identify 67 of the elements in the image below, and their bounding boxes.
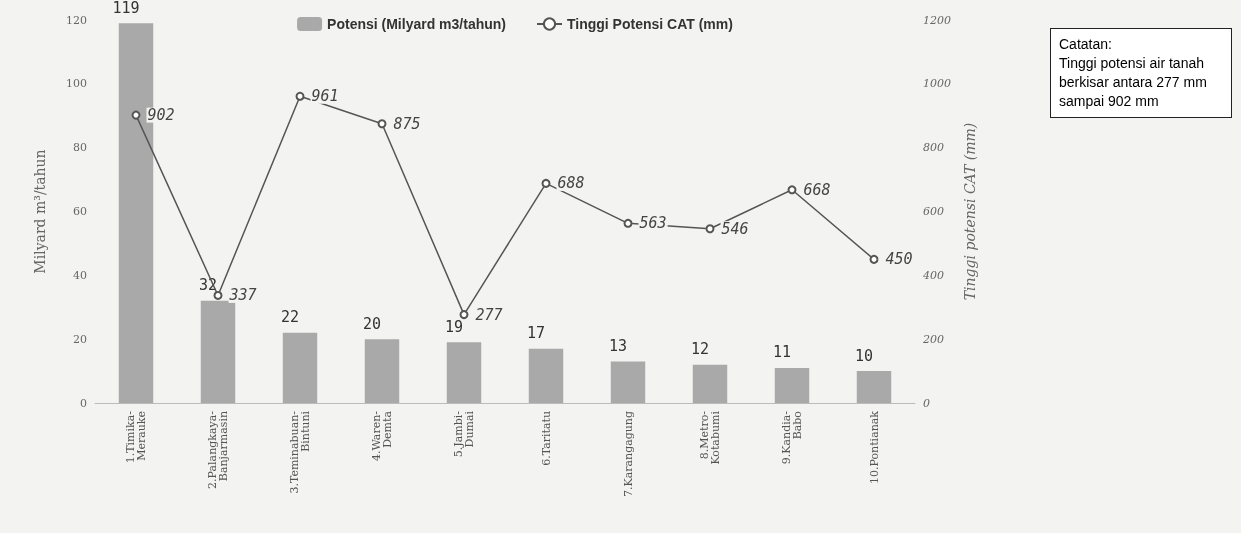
point xyxy=(295,91,305,101)
data-label: 12 xyxy=(690,340,710,359)
x-tick-label: 8.Metro-Kotabumi xyxy=(698,410,722,465)
bar xyxy=(282,332,318,403)
data-label: 13 xyxy=(608,337,628,356)
point xyxy=(459,310,469,320)
bar xyxy=(364,339,400,403)
point xyxy=(623,218,633,228)
bar xyxy=(692,364,728,403)
y-tick-label: 60 xyxy=(73,205,87,218)
data-label: 563 xyxy=(639,214,667,233)
bar xyxy=(610,361,646,403)
x-tick-label: 2.Palangkaya-Banjarmasin xyxy=(206,410,230,489)
point xyxy=(541,178,551,188)
y2-tick-label: 0 xyxy=(923,396,930,410)
x-tick-label: 9.Kandia-Babo xyxy=(780,410,804,465)
point xyxy=(213,290,223,300)
data-label: 277 xyxy=(475,305,503,324)
x-tick-label: 10.Pontianak xyxy=(867,410,881,484)
data-label: 546 xyxy=(721,219,749,238)
data-label: 19 xyxy=(444,317,464,336)
x-tick-label: 6.Taritatu xyxy=(539,411,553,466)
y-tick-label: 0 xyxy=(80,396,87,410)
bar xyxy=(774,367,810,403)
bar xyxy=(200,300,236,403)
data-label: 902 xyxy=(147,106,175,125)
point xyxy=(787,185,797,195)
y-axis-title: Milyard m³/tahun xyxy=(32,149,48,274)
y-tick-label: 20 xyxy=(73,332,87,346)
y-tick-label: 40 xyxy=(73,268,87,282)
x-tick-label: 3.Teminabuan-Bintuni xyxy=(288,410,312,494)
legend-label: Tinggi Potensi CAT (mm) xyxy=(566,16,733,32)
y2-axis-title: Tinggi potensi CAT (mm) xyxy=(962,122,978,301)
point xyxy=(869,254,879,264)
data-label: 17 xyxy=(526,324,546,343)
y-tick-label: 80 xyxy=(73,141,87,155)
y2-tick-label: 200 xyxy=(922,332,944,346)
y2-tick-label: 1200 xyxy=(923,13,951,27)
y2-tick-label: 600 xyxy=(923,205,944,218)
y-tick-label: 120 xyxy=(66,13,87,27)
data-label: 22 xyxy=(280,308,300,327)
bar xyxy=(446,342,482,403)
point xyxy=(705,224,715,234)
x-tick-label: 5.Jambi-Dumai xyxy=(452,410,476,458)
y2-tick-label: 400 xyxy=(922,268,944,282)
data-label: 875 xyxy=(393,114,421,133)
point xyxy=(131,110,141,120)
y2-tick-label: 800 xyxy=(923,141,944,155)
data-label: 11 xyxy=(772,343,792,362)
data-label: 20 xyxy=(362,314,382,333)
legend-label: Potensi (Milyard m3/tahun) xyxy=(327,16,507,32)
bar xyxy=(528,348,564,403)
data-label: 119 xyxy=(112,0,140,17)
data-label: 668 xyxy=(803,180,831,199)
data-label: 337 xyxy=(228,286,257,305)
bar xyxy=(856,371,892,403)
data-label: 961 xyxy=(311,87,339,106)
data-label: 10 xyxy=(854,346,874,365)
y2-tick-label: 1000 xyxy=(923,77,951,91)
x-tick-label: 1.Timika-Merauke xyxy=(124,410,148,464)
point xyxy=(377,119,387,129)
y-tick-label: 100 xyxy=(66,77,87,91)
data-label: 450 xyxy=(885,250,913,269)
text: Catatan: Tinggi potensi air tanah berkisar antara 277 mm sampai 902 mm xyxy=(1050,28,1232,118)
data-label: 688 xyxy=(557,174,585,193)
x-tick-label: 7.Karangagung xyxy=(621,411,635,498)
x-tick-label: 4.Waren-Demta xyxy=(370,410,394,461)
